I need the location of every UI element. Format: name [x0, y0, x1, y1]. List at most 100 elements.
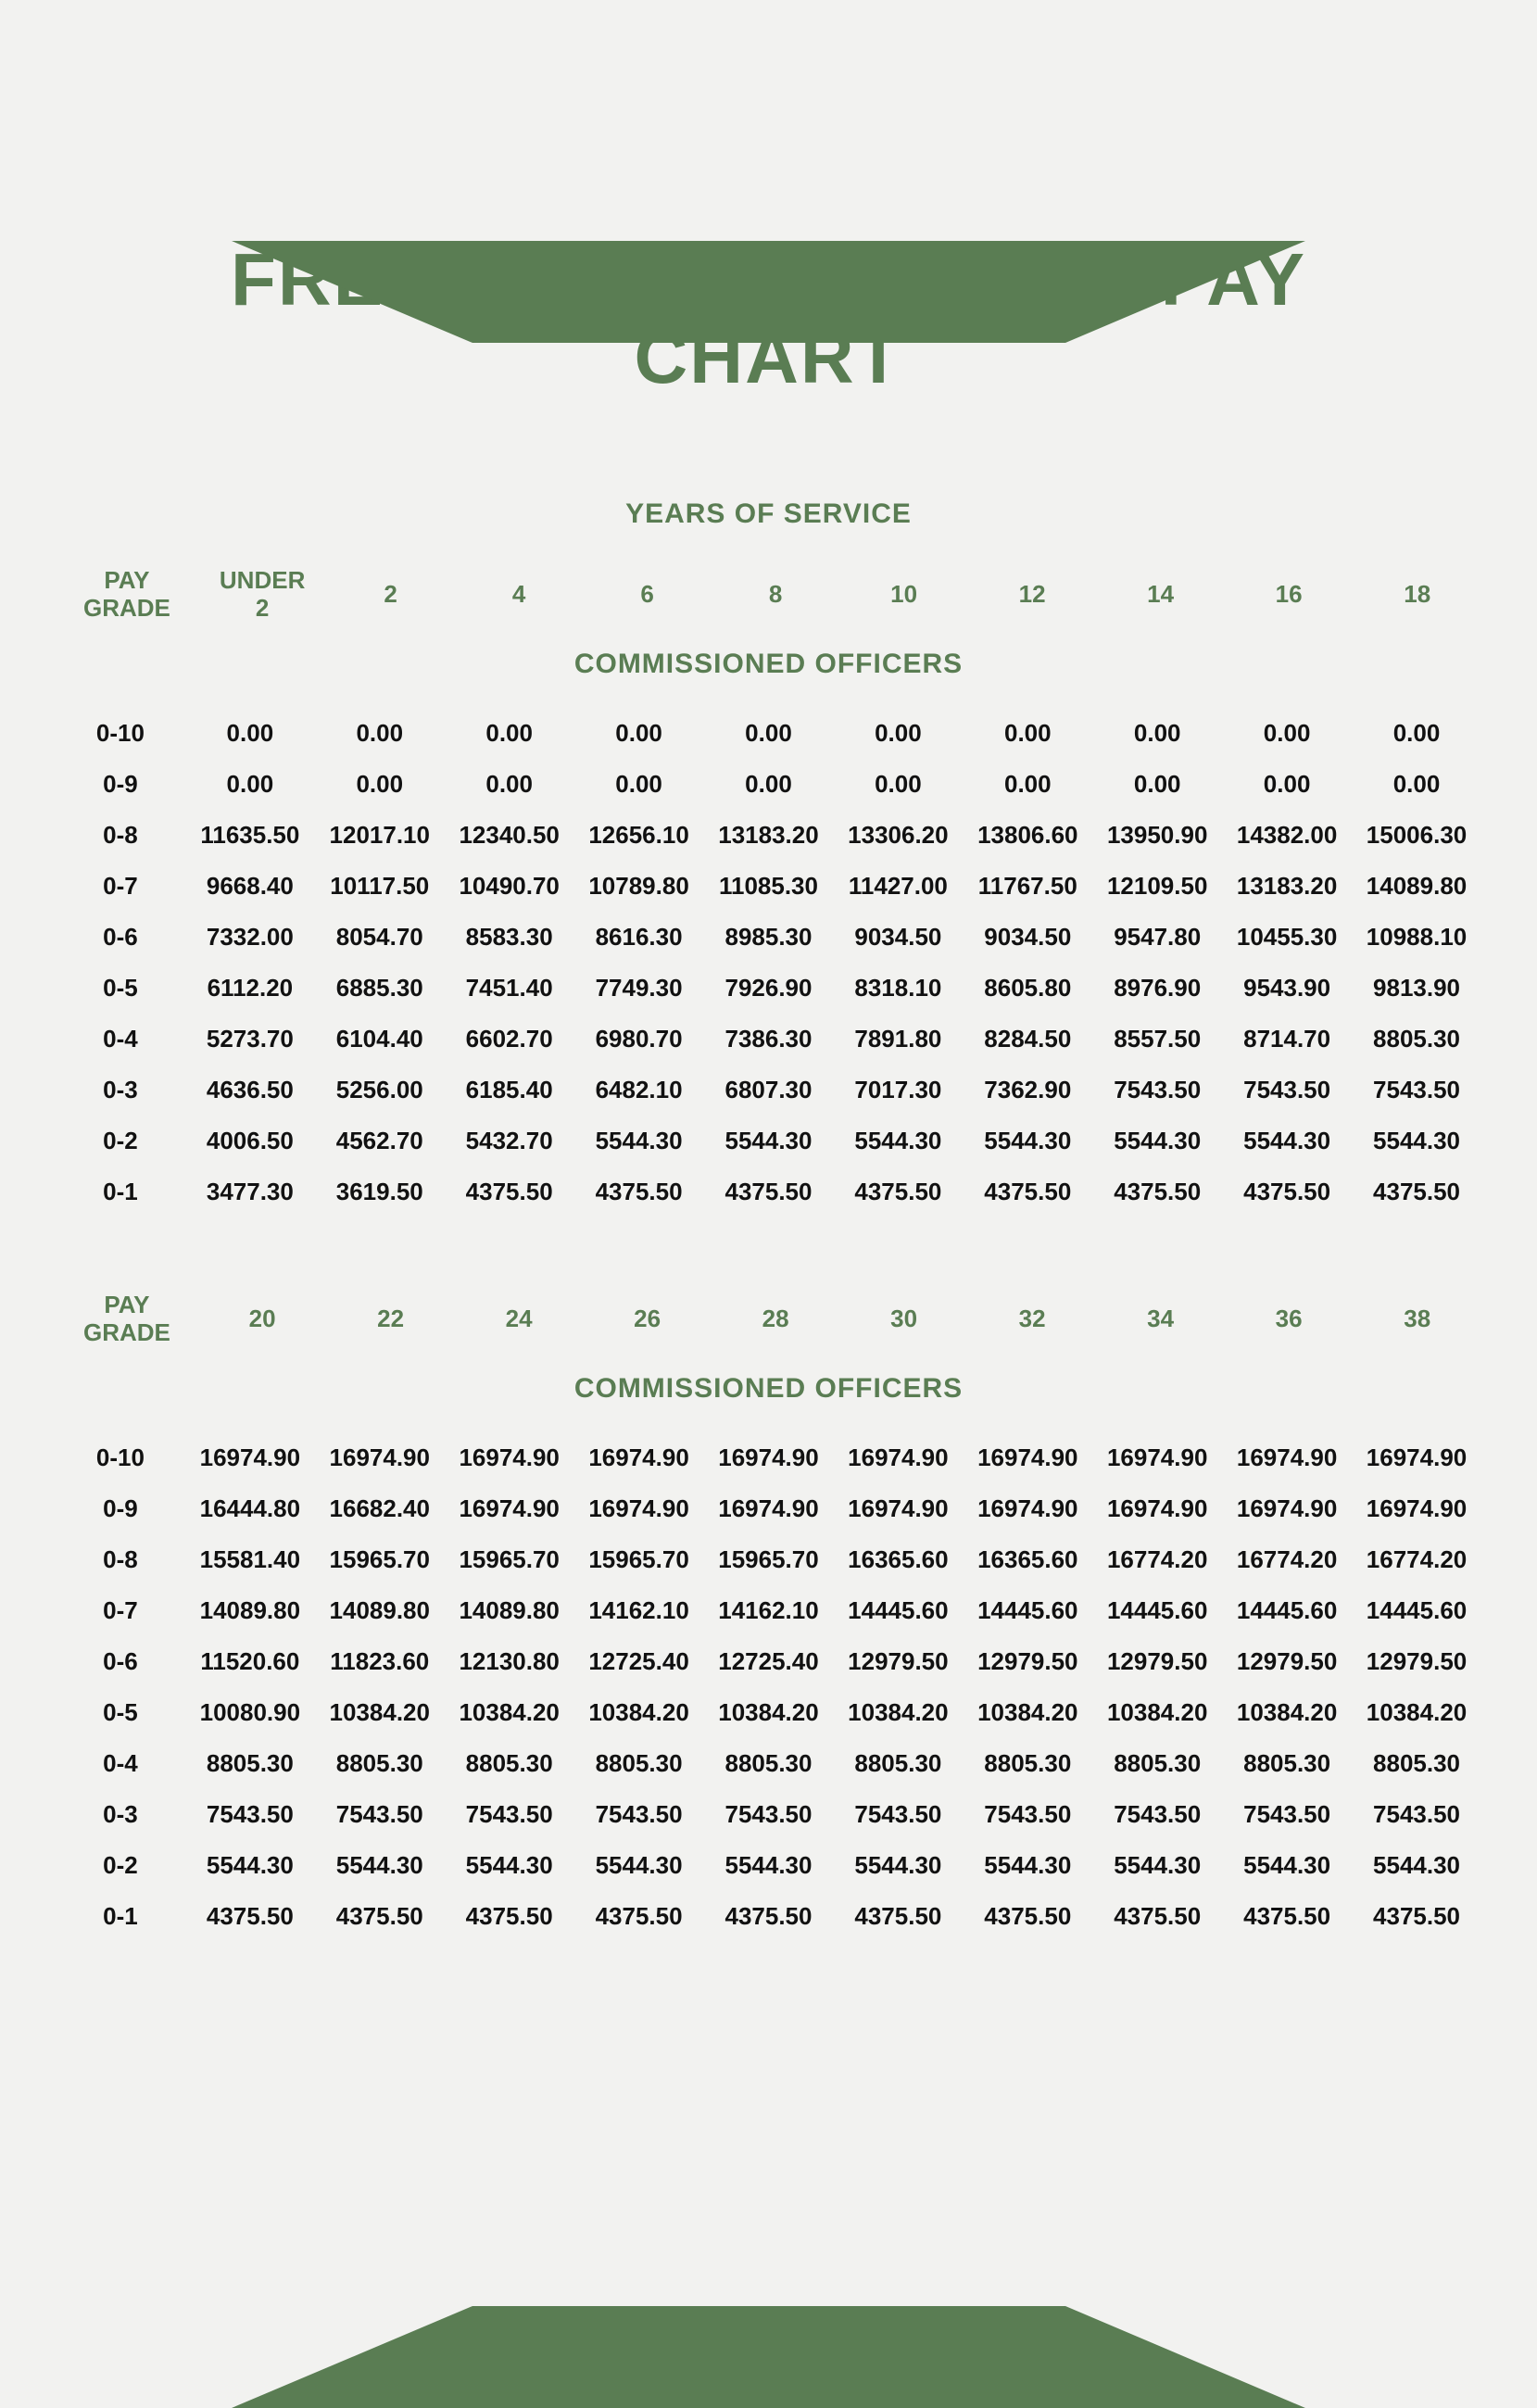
pay-grade-cell: 0-10: [56, 1432, 185, 1483]
table-row: 0-815581.4015965.7015965.7015965.7015965…: [56, 1534, 1481, 1585]
pay-cell: 5544.30: [1222, 1840, 1352, 1891]
pay-cell: 16774.20: [1092, 1534, 1222, 1585]
pay-cell: 12017.10: [315, 810, 445, 861]
col-header: UNDER2: [198, 558, 327, 632]
col-header: 32: [968, 1282, 1097, 1356]
pay-cell: 4375.50: [704, 1891, 834, 1942]
pay-cell: 13183.20: [704, 810, 834, 861]
pay-cell: 7749.30: [574, 963, 704, 1014]
table-row: 0-14375.504375.504375.504375.504375.5043…: [56, 1891, 1481, 1942]
pay-cell: 0.00: [574, 759, 704, 810]
pay-grade-cell: 0-8: [56, 1534, 185, 1585]
pay-cell: 4375.50: [315, 1891, 445, 1942]
pay-cell: 8557.50: [1092, 1014, 1222, 1065]
pay-grade-cell: 0-1: [56, 1891, 185, 1942]
pay-cell: 16444.80: [185, 1483, 315, 1534]
pay-cell: 5544.30: [833, 1840, 963, 1891]
pay-cell: 5544.30: [1352, 1116, 1481, 1166]
pay-cell: 0.00: [315, 708, 445, 759]
pay-cell: 9668.40: [185, 861, 315, 912]
pay-cell: 5544.30: [704, 1840, 834, 1891]
pay-grade-cell: 0-8: [56, 810, 185, 861]
table-row: 0-48805.308805.308805.308805.308805.3088…: [56, 1738, 1481, 1789]
pay-cell: 0.00: [185, 708, 315, 759]
pay-cell: 4375.50: [574, 1891, 704, 1942]
pay-cell: 10384.20: [574, 1687, 704, 1738]
col-header: 16: [1225, 558, 1354, 632]
pay-cell: 14162.10: [574, 1585, 704, 1636]
pay-cell: 7543.50: [1222, 1789, 1352, 1840]
pay-cell: 0.00: [833, 708, 963, 759]
pay-cell: 4375.50: [185, 1891, 315, 1942]
col-header: 4: [455, 558, 584, 632]
pay-cell: 12725.40: [704, 1636, 834, 1687]
pay-cell: 7543.50: [1092, 1065, 1222, 1116]
pay-cell: 16974.90: [445, 1432, 574, 1483]
pay-cell: 7543.50: [1352, 1065, 1481, 1116]
pay-cell: 8805.30: [1092, 1738, 1222, 1789]
col-header: 30: [839, 1282, 968, 1356]
table-row: 0-1016974.9016974.9016974.9016974.901697…: [56, 1432, 1481, 1483]
pay-grade-cell: 0-2: [56, 1840, 185, 1891]
pay-cell: 16682.40: [315, 1483, 445, 1534]
bottom-decor-shape: [0, 2278, 1537, 2408]
pay-cell: 0.00: [963, 759, 1092, 810]
pay-cell: 5432.70: [445, 1116, 574, 1166]
pay-cell: 7543.50: [1222, 1065, 1352, 1116]
pay-cell: 16365.60: [833, 1534, 963, 1585]
pay-cell: 16974.90: [1352, 1483, 1481, 1534]
pay-cell: 7543.50: [833, 1789, 963, 1840]
col-header: 38: [1353, 1282, 1481, 1356]
col-header: 8: [712, 558, 840, 632]
table-row: 0-56112.206885.307451.407749.307926.9083…: [56, 963, 1481, 1014]
pay-cell: 4375.50: [445, 1891, 574, 1942]
pay-cell: 11520.60: [185, 1636, 315, 1687]
pay-cell: 10490.70: [445, 861, 574, 912]
col-header: PAYGRADE: [56, 1282, 198, 1356]
table-row: 0-79668.4010117.5010490.7010789.8011085.…: [56, 861, 1481, 912]
pay-grade-cell: 0-7: [56, 1585, 185, 1636]
pay-cell: 16974.90: [833, 1483, 963, 1534]
pay-cell: 15965.70: [574, 1534, 704, 1585]
pay-cell: 5544.30: [833, 1116, 963, 1166]
pay-grade-cell: 0-1: [56, 1166, 185, 1217]
pay-cell: 12340.50: [445, 810, 574, 861]
pay-cell: 14089.80: [1352, 861, 1481, 912]
section-label-2: COMMISSIONED OFFICERS: [56, 1373, 1481, 1405]
pay-cell: 7362.90: [963, 1065, 1092, 1116]
pay-cell: 8805.30: [833, 1738, 963, 1789]
pay-cell: 5544.30: [1222, 1116, 1352, 1166]
pay-cell: 0.00: [1222, 708, 1352, 759]
pay-cell: 8985.30: [704, 912, 834, 963]
pay-cell: 4375.50: [704, 1166, 834, 1217]
pay-cell: 0.00: [704, 708, 834, 759]
pay-cell: 8805.30: [185, 1738, 315, 1789]
pay-cell: 4636.50: [185, 1065, 315, 1116]
pay-grade-cell: 0-3: [56, 1065, 185, 1116]
pay-cell: 14089.80: [315, 1585, 445, 1636]
pay-cell: 7017.30: [833, 1065, 963, 1116]
pay-cell: 5544.30: [1352, 1840, 1481, 1891]
pay-cell: 7891.80: [833, 1014, 963, 1065]
pay-cell: 6602.70: [445, 1014, 574, 1065]
pay-cell: 15965.70: [704, 1534, 834, 1585]
pay-cell: 14089.80: [185, 1585, 315, 1636]
pay-cell: 0.00: [445, 708, 574, 759]
pay-cell: 5544.30: [445, 1840, 574, 1891]
col-header: 12: [968, 558, 1097, 632]
table-row: 0-611520.6011823.6012130.8012725.4012725…: [56, 1636, 1481, 1687]
table-row: 0-13477.303619.504375.504375.504375.5043…: [56, 1166, 1481, 1217]
pay-cell: 7543.50: [704, 1789, 834, 1840]
pay-cell: 9034.50: [963, 912, 1092, 963]
pay-cell: 4375.50: [963, 1166, 1092, 1217]
pay-cell: 0.00: [1352, 708, 1481, 759]
table-row: 0-37543.507543.507543.507543.507543.5075…: [56, 1789, 1481, 1840]
pay-cell: 12979.50: [1222, 1636, 1352, 1687]
pay-cell: 12979.50: [833, 1636, 963, 1687]
pay-cell: 16774.20: [1352, 1534, 1481, 1585]
pay-cell: 7543.50: [185, 1789, 315, 1840]
pay-cell: 7543.50: [1352, 1789, 1481, 1840]
pay-cell: 14162.10: [704, 1585, 834, 1636]
pay-cell: 6112.20: [185, 963, 315, 1014]
page-title: FREE YEARLY MILITARY PAY CHART: [0, 241, 1537, 397]
